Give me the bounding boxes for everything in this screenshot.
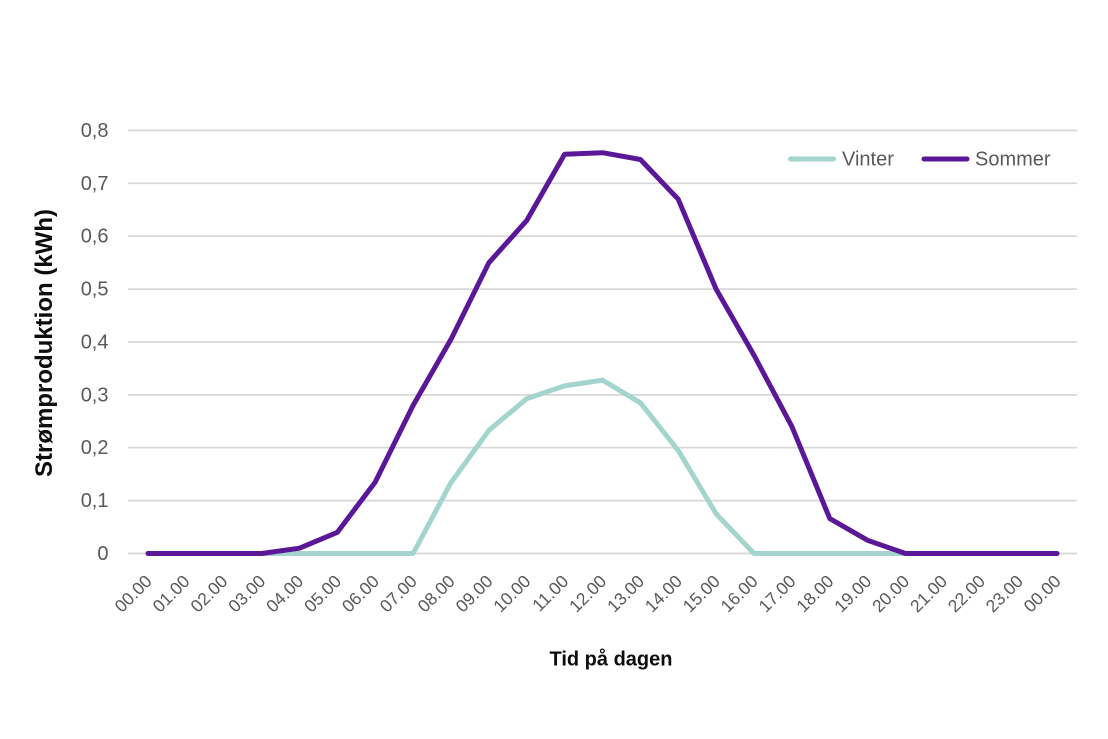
svg-text:08.00: 08.00 bbox=[414, 571, 459, 616]
svg-text:0,7: 0,7 bbox=[81, 173, 109, 195]
svg-text:09.00: 09.00 bbox=[452, 571, 497, 616]
svg-text:Sommer: Sommer bbox=[975, 149, 1051, 171]
svg-text:13.00: 13.00 bbox=[603, 571, 648, 616]
svg-text:0,8: 0,8 bbox=[81, 120, 109, 142]
svg-text:Strømproduktion (kWh): Strømproduktion (kWh) bbox=[31, 209, 58, 477]
svg-text:Vinter: Vinter bbox=[842, 149, 894, 171]
svg-text:23.00: 23.00 bbox=[982, 571, 1027, 616]
svg-text:0,3: 0,3 bbox=[81, 384, 109, 406]
svg-text:0,5: 0,5 bbox=[81, 279, 109, 301]
svg-text:11.00: 11.00 bbox=[528, 571, 572, 615]
svg-text:04.00: 04.00 bbox=[262, 571, 307, 616]
svg-text:03.00: 03.00 bbox=[224, 571, 269, 616]
svg-text:19.00: 19.00 bbox=[830, 571, 875, 616]
svg-text:15.00: 15.00 bbox=[679, 571, 724, 616]
svg-text:06.00: 06.00 bbox=[338, 571, 383, 616]
svg-text:22.00: 22.00 bbox=[944, 571, 989, 616]
svg-text:07.00: 07.00 bbox=[376, 571, 421, 616]
svg-text:10.00: 10.00 bbox=[489, 571, 534, 616]
svg-text:00.00: 00.00 bbox=[111, 571, 156, 616]
svg-text:0: 0 bbox=[97, 543, 108, 565]
svg-text:18.00: 18.00 bbox=[792, 571, 837, 616]
svg-text:17.00: 17.00 bbox=[755, 571, 800, 616]
svg-text:14.00: 14.00 bbox=[641, 571, 686, 616]
svg-text:0,1: 0,1 bbox=[81, 490, 109, 512]
svg-text:0,4: 0,4 bbox=[81, 332, 109, 354]
svg-text:00.00: 00.00 bbox=[1020, 571, 1065, 616]
svg-text:21.00: 21.00 bbox=[906, 571, 951, 616]
svg-text:Tid på dagen: Tid på dagen bbox=[550, 648, 673, 671]
svg-text:12.00: 12.00 bbox=[565, 571, 610, 616]
svg-text:02.00: 02.00 bbox=[186, 571, 231, 616]
svg-text:20.00: 20.00 bbox=[868, 571, 913, 616]
svg-text:05.00: 05.00 bbox=[300, 571, 345, 616]
svg-text:0,6: 0,6 bbox=[81, 226, 109, 248]
svg-text:16.00: 16.00 bbox=[717, 571, 762, 616]
svg-text:0,2: 0,2 bbox=[81, 437, 109, 459]
svg-text:01.00: 01.00 bbox=[149, 571, 194, 616]
